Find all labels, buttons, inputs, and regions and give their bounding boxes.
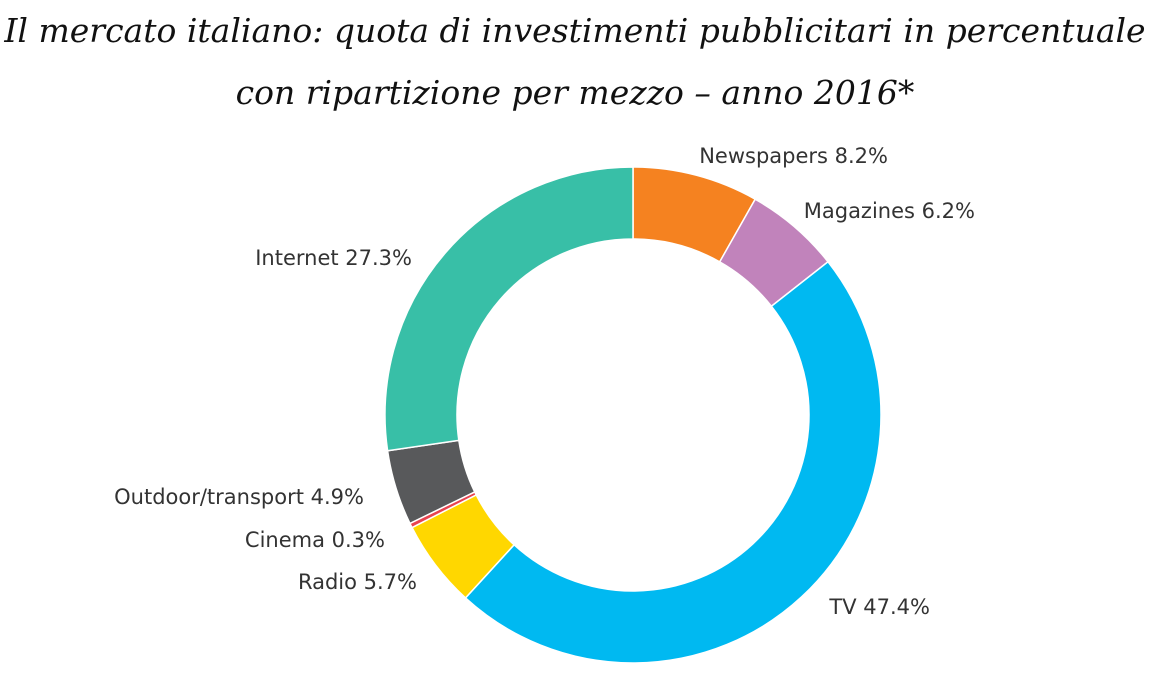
label-outdoor-transport: Outdoor/transport 4.9% — [114, 485, 364, 509]
slice-internet — [384, 166, 634, 452]
label-tv: TV 47.4% — [828, 595, 930, 619]
chart-title-line-1: Il mercato italiano: quota di investimen… — [4, 11, 1146, 50]
label-internet: Internet 27.3% — [255, 246, 412, 270]
slice-labels: Newspapers 8.2% Magazines 6.2% TV 47.4% Rad… — [114, 144, 975, 619]
label-radio: Radio 5.7% — [298, 570, 417, 594]
label-cinema: Cinema 0.3% — [245, 528, 385, 552]
chart-title-line-2: con ripartizione per mezzo – anno 2016* — [235, 73, 915, 112]
slice-tv — [464, 260, 882, 664]
label-newspapers: Newspapers 8.2% — [699, 144, 888, 168]
label-magazines: Magazines 6.2% — [804, 199, 975, 223]
donut-slices — [384, 166, 882, 664]
